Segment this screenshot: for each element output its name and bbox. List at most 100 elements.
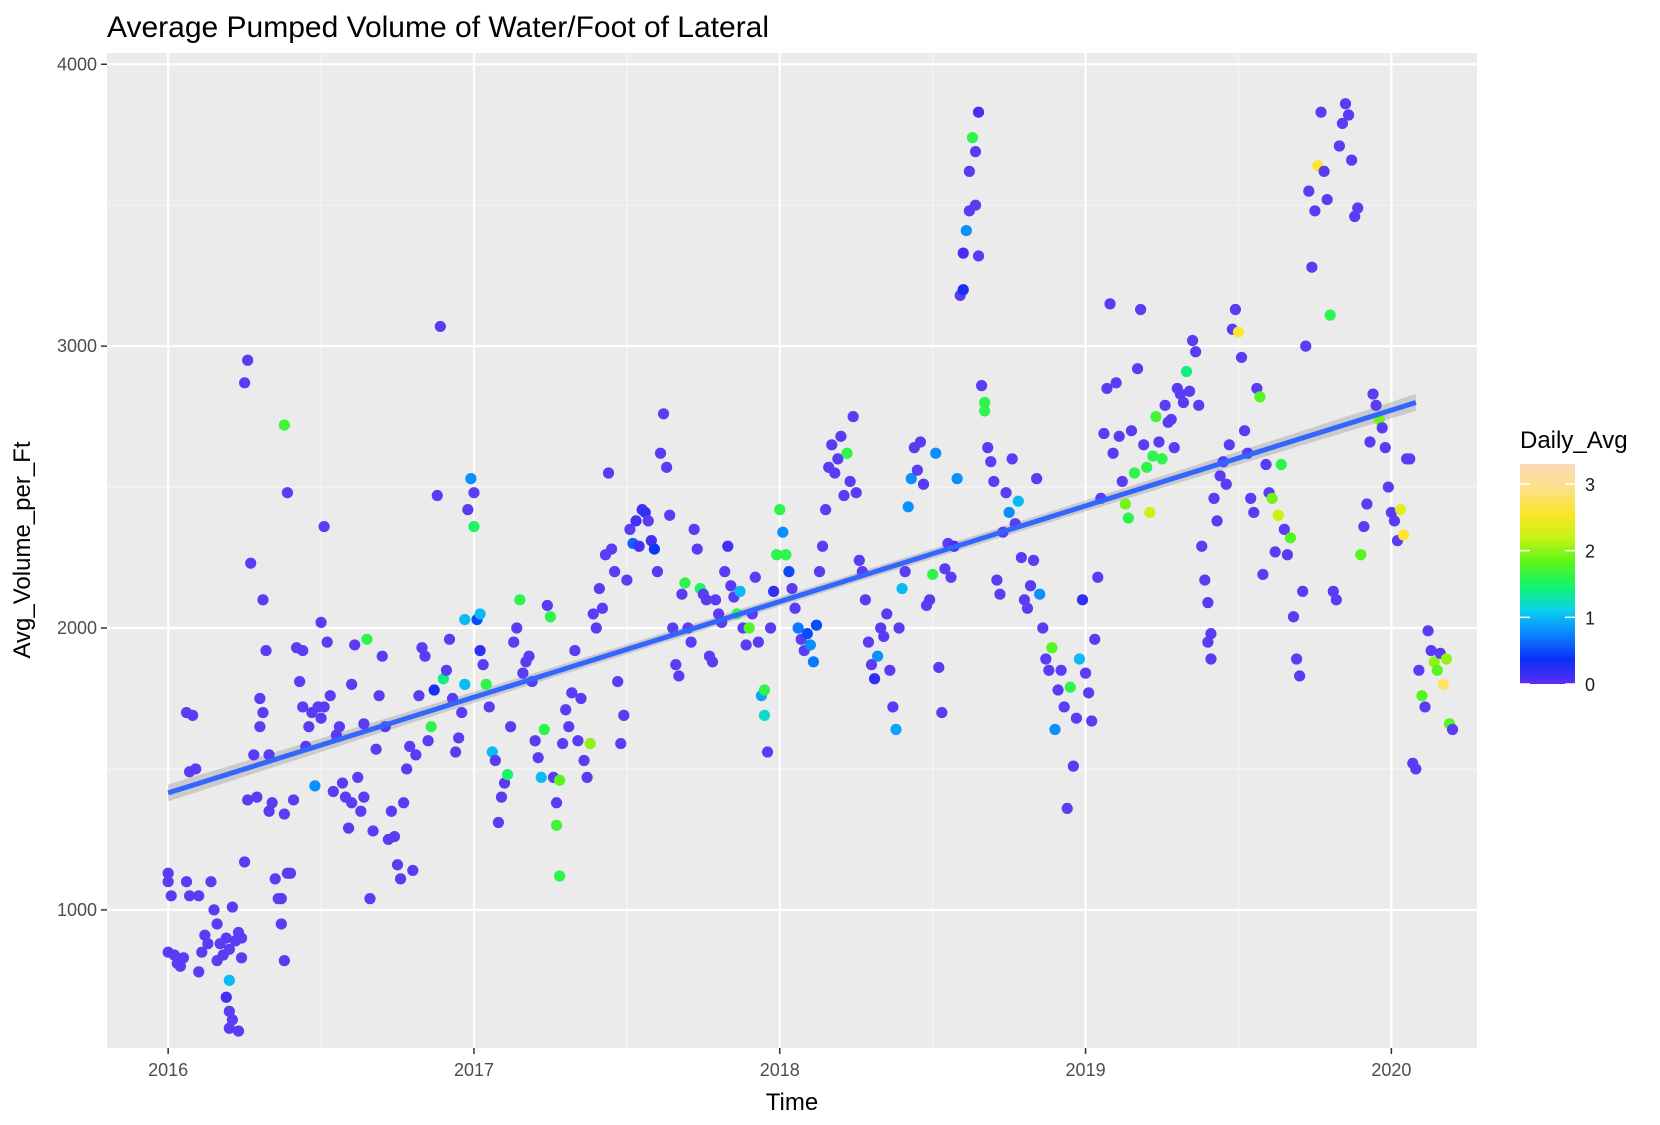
data-point [505, 721, 517, 733]
data-point [829, 467, 841, 479]
data-point [777, 526, 789, 538]
data-point [1049, 723, 1061, 736]
data-point [511, 622, 523, 634]
data-point [1297, 585, 1309, 597]
data-point [263, 749, 275, 761]
data-point [413, 690, 425, 702]
data-point [654, 447, 667, 459]
data-point [1205, 653, 1217, 665]
y-tick-label: 4000 [57, 54, 97, 74]
data-point [1358, 520, 1370, 533]
data-point [242, 354, 254, 366]
legend-tick-label: 2 [1585, 542, 1595, 562]
data-point [281, 487, 294, 499]
data-point [1079, 667, 1092, 679]
data-point [523, 650, 535, 662]
x-tick-label: 2018 [760, 1060, 800, 1080]
y-axis-title: Avg_Volume_per_Ft [9, 441, 36, 658]
data-point [1300, 340, 1312, 352]
data-point [196, 946, 208, 958]
data-point [969, 199, 982, 211]
data-point [820, 504, 832, 516]
data-point [862, 636, 875, 648]
data-point [266, 797, 278, 809]
data-point [453, 732, 465, 744]
data-point [844, 475, 856, 488]
data-point [581, 771, 593, 784]
data-point [1202, 597, 1214, 609]
data-point [764, 622, 777, 634]
data-point [162, 867, 174, 879]
data-point [1034, 588, 1046, 600]
data-point [685, 636, 697, 648]
data-point [465, 473, 477, 485]
data-point [1278, 523, 1290, 535]
data-point [1428, 656, 1440, 668]
data-point [1431, 664, 1443, 676]
data-point [679, 577, 691, 589]
data-point [667, 622, 679, 634]
data-point [743, 622, 755, 634]
data-point [1440, 653, 1453, 665]
data-point [336, 777, 349, 789]
data-point [1055, 664, 1067, 676]
data-point [477, 659, 489, 671]
data-point [1104, 298, 1116, 310]
data-point [1141, 461, 1153, 473]
y-tick-label: 1000 [57, 900, 97, 920]
data-point [220, 991, 232, 1003]
data-point [1303, 185, 1315, 197]
data-point [957, 247, 969, 259]
data-point [1000, 487, 1012, 499]
data-point [1193, 399, 1205, 411]
data-point [1110, 377, 1122, 389]
data-point [657, 408, 670, 420]
data-point [275, 918, 287, 930]
data-point [758, 684, 771, 696]
data-point [865, 659, 878, 671]
data-point [257, 594, 269, 606]
data-point [223, 974, 235, 986]
data-point [287, 794, 300, 806]
data-point [183, 890, 196, 902]
data-point [355, 805, 367, 817]
data-point [1410, 763, 1422, 775]
data-point [1113, 430, 1125, 442]
data-point [284, 867, 297, 879]
minor-gridlines [107, 53, 1477, 1048]
data-point [786, 582, 798, 595]
data-point [807, 656, 820, 668]
data-point [459, 678, 471, 690]
data-point [893, 622, 905, 634]
data-point [190, 763, 202, 775]
data-point [517, 667, 529, 679]
data-point [1425, 644, 1437, 657]
data-point [569, 644, 581, 657]
data-point [1272, 509, 1284, 521]
data-point [838, 489, 850, 502]
data-point [309, 780, 321, 792]
data-point [508, 636, 520, 648]
data-point [578, 754, 590, 767]
data-point [211, 918, 223, 930]
data-point [615, 737, 627, 750]
data-point [529, 735, 541, 747]
data-point [468, 520, 480, 533]
data-point [1061, 802, 1073, 815]
data-point [1101, 382, 1113, 395]
data-point [1254, 391, 1266, 403]
data-point [868, 673, 881, 685]
data-point [193, 966, 205, 978]
data-point [850, 487, 862, 499]
data-point [327, 785, 339, 798]
data-point [945, 571, 957, 583]
data-point [722, 540, 734, 552]
data-point [349, 639, 361, 651]
data-point [235, 952, 248, 964]
data-point [709, 594, 722, 606]
data-point [1379, 442, 1391, 454]
data-point [691, 543, 703, 555]
data-point [801, 628, 813, 640]
data-point [385, 805, 397, 817]
data-point [1398, 529, 1410, 541]
